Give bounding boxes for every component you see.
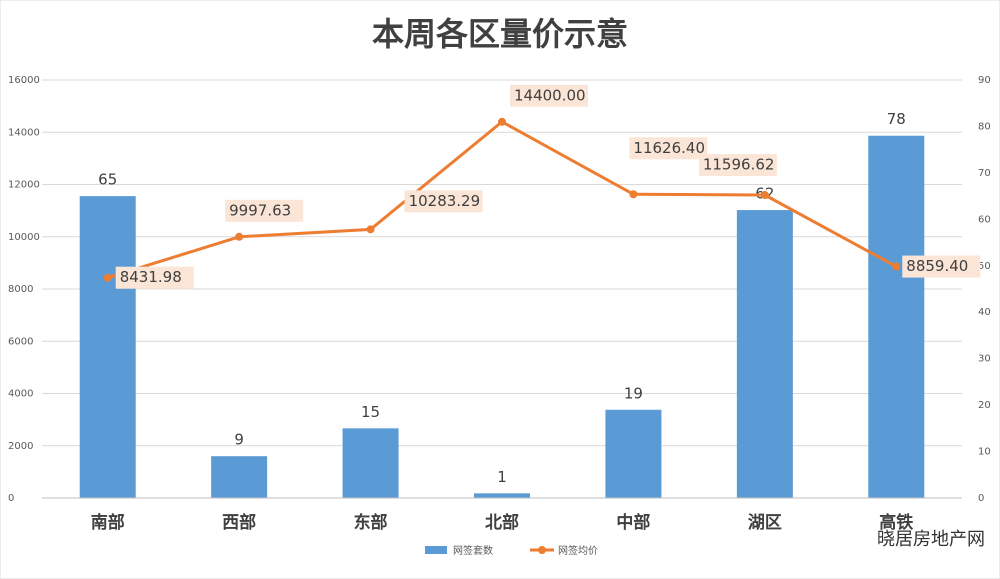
bar — [79, 196, 136, 498]
y2-tick-label: 90 — [978, 75, 991, 86]
data-label: 11626.40 — [633, 139, 705, 157]
bar — [736, 210, 793, 499]
x-tick-label: 北部 — [485, 512, 519, 533]
data-label: 11596.62 — [703, 156, 775, 174]
data-label: 14400.00 — [514, 86, 586, 104]
data-label: 1 — [497, 468, 507, 486]
y2-tick-label: 60 — [978, 214, 991, 225]
y-tick-label: 12000 — [8, 180, 40, 191]
line-point — [366, 225, 375, 234]
legend-swatch — [538, 546, 546, 554]
label-box — [629, 137, 708, 160]
line-point — [892, 262, 901, 271]
bar — [868, 135, 925, 498]
bar — [342, 428, 399, 498]
label-box — [115, 266, 194, 289]
legend-swatch — [425, 546, 447, 554]
label-box — [225, 199, 304, 222]
y2-tick-label: 0 — [978, 493, 984, 504]
data-label: 8859.40 — [906, 257, 968, 275]
y2-tick-label: 40 — [978, 307, 991, 318]
line-point — [498, 117, 506, 126]
line-point — [103, 273, 112, 282]
y2-tick-label: 50 — [978, 261, 991, 272]
line-point — [629, 190, 638, 199]
x-tick-label: 东部 — [354, 512, 388, 533]
data-label: 15 — [361, 403, 380, 421]
label-box — [698, 154, 777, 177]
line-point — [760, 191, 769, 200]
data-label: 9997.63 — [229, 201, 291, 219]
x-tick-label: 南部 — [91, 512, 125, 533]
y-tick-label: 6000 — [8, 336, 33, 347]
label-box — [902, 255, 981, 278]
x-tick-label: 中部 — [616, 512, 650, 533]
y-tick-label: 4000 — [8, 389, 33, 400]
chart-title: 本周各区量价示意 — [372, 15, 628, 53]
bar — [474, 493, 530, 498]
bar — [211, 456, 268, 498]
y2-tick-label: 10 — [978, 447, 991, 458]
y2-tick-label: 80 — [978, 121, 991, 132]
data-label: 10283.29 — [409, 192, 481, 210]
legend-label: 网签均价 — [558, 544, 598, 557]
y-tick-label: 10000 — [8, 232, 40, 243]
legend-label: 网签套数 — [453, 544, 493, 557]
y-tick-label: 14000 — [8, 127, 40, 138]
data-label: 78 — [887, 110, 906, 128]
y-tick-label: 8000 — [8, 284, 33, 295]
y-tick-label: 0 — [8, 493, 14, 504]
x-tick-label: 湖区 — [748, 513, 782, 533]
label-box — [510, 84, 588, 107]
y-tick-label: 16000 — [8, 75, 40, 86]
data-label: 65 — [98, 171, 117, 189]
y2-tick-label: 20 — [978, 400, 991, 411]
x-tick-label: 西部 — [222, 512, 256, 533]
y2-tick-label: 70 — [978, 168, 991, 179]
line-point — [235, 232, 244, 241]
brand: 晓居房地产网 — [877, 529, 985, 550]
x-tick-label: 高铁 — [879, 512, 913, 533]
data-label: 9 — [234, 431, 244, 449]
y-tick-label: 2000 — [8, 441, 33, 452]
data-label: 19 — [624, 384, 643, 402]
label-box — [404, 190, 483, 213]
y2-tick-label: 30 — [978, 354, 991, 365]
bar — [605, 409, 662, 498]
data-label: 8431.98 — [120, 268, 182, 286]
